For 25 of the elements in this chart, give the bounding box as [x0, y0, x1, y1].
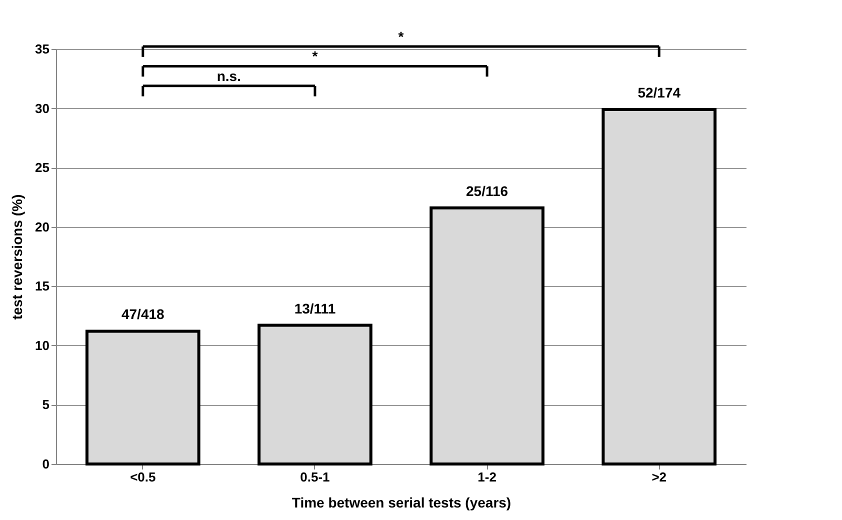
y-tick-label: 20 — [35, 219, 50, 234]
data-label: 52/174 — [638, 84, 681, 100]
y-tick-label: 15 — [35, 278, 50, 294]
data-label: 25/116 — [466, 182, 508, 199]
x-tick-label: 0.5-1 — [300, 470, 330, 484]
y-axis-title: test reversions (%) — [9, 194, 26, 320]
data-label: 47/418 — [121, 306, 165, 322]
text: * — [398, 28, 404, 45]
data-label: 13/111 — [294, 300, 336, 316]
bar — [602, 108, 717, 466]
bar — [430, 206, 544, 466]
bar — [258, 324, 372, 466]
y-tick-label: 5 — [42, 397, 50, 412]
x-axis-title: Time between serial tests (years) — [292, 494, 512, 510]
bar — [85, 330, 200, 466]
annotation: n.s. — [216, 68, 241, 84]
y-tick-label: 35 — [35, 42, 50, 56]
y-tick-label: 25 — [35, 160, 50, 176]
y-tick-label: 10 — [35, 338, 50, 353]
annotation: * — [312, 48, 318, 64]
y-tick-label: 30 — [35, 100, 50, 116]
x-tick-label: 1-2 — [478, 470, 496, 484]
x-tick-label: >2 — [652, 470, 667, 484]
y-tick-label: 0 — [42, 456, 50, 472]
x-tick-label: <0.5 — [130, 470, 156, 484]
